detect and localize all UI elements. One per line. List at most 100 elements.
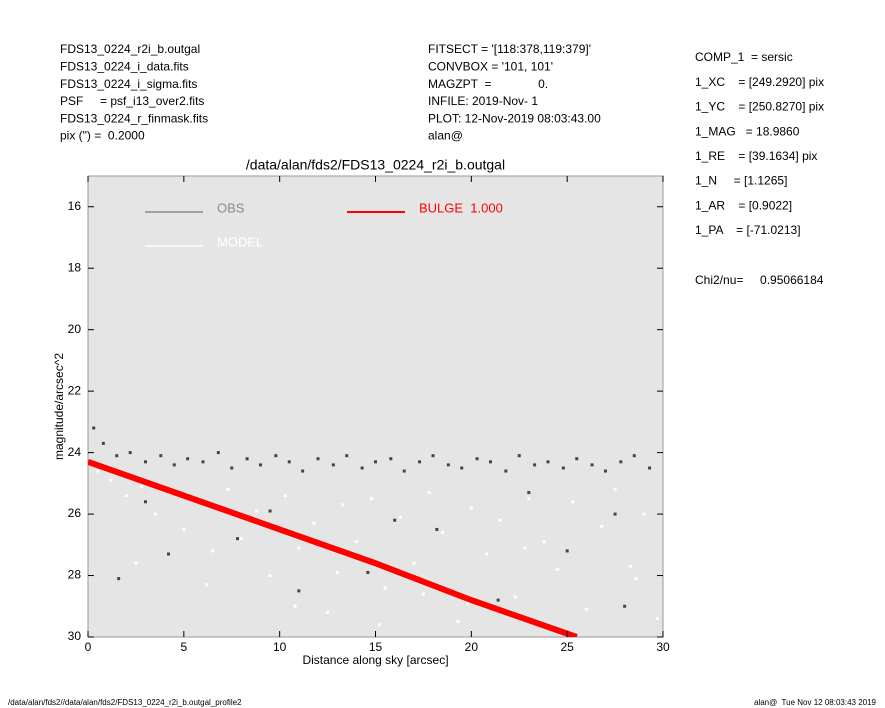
header-line: PSF = psf_i13_over2.fits bbox=[60, 94, 204, 108]
fit-param: 1_AR = [0.9022] bbox=[695, 198, 792, 212]
x-tick-label: 0 bbox=[85, 640, 92, 654]
point bbox=[393, 518, 397, 522]
point bbox=[418, 460, 422, 464]
point bbox=[134, 561, 138, 565]
point bbox=[575, 457, 579, 461]
point bbox=[335, 570, 339, 574]
chi2: Chi2/nu= 0.95066184 bbox=[695, 273, 824, 287]
point bbox=[619, 460, 623, 464]
point bbox=[345, 454, 349, 458]
point bbox=[628, 564, 632, 568]
point bbox=[632, 454, 636, 458]
point bbox=[600, 524, 604, 528]
point bbox=[533, 463, 537, 467]
header-line: FITSECT = '[118:378,119:379]' bbox=[428, 42, 591, 56]
y-axis-label: magnitude/arcsec^2 bbox=[52, 353, 66, 460]
point bbox=[109, 478, 113, 482]
x-tick-label: 25 bbox=[560, 640, 574, 654]
y-tick-label: 20 bbox=[68, 322, 82, 336]
point bbox=[144, 500, 147, 504]
point bbox=[370, 497, 374, 501]
y-tick-label: 22 bbox=[68, 383, 82, 397]
point bbox=[634, 577, 638, 581]
point bbox=[527, 497, 531, 501]
point bbox=[456, 620, 460, 624]
fit-param: 1_YC = [250.8270] pix bbox=[695, 100, 824, 114]
fit-param: 1_XC = [249.2920] pix bbox=[695, 75, 824, 89]
point bbox=[255, 509, 259, 513]
point bbox=[312, 521, 316, 525]
y-tick-label: 16 bbox=[68, 199, 82, 213]
point bbox=[124, 494, 128, 498]
point bbox=[466, 601, 469, 605]
point bbox=[469, 506, 473, 510]
point bbox=[402, 469, 406, 473]
point bbox=[421, 592, 425, 596]
header-line: FDS13_0224_r_finmask.fits bbox=[60, 111, 208, 125]
x-tick-label: 15 bbox=[369, 640, 383, 654]
point bbox=[460, 466, 464, 470]
point bbox=[301, 469, 305, 473]
model-line bbox=[88, 458, 578, 637]
header-line: FDS13_0224_r2i_b.outgal bbox=[60, 42, 200, 56]
point bbox=[517, 454, 521, 458]
point bbox=[523, 546, 527, 550]
point bbox=[115, 454, 119, 458]
point bbox=[655, 617, 659, 621]
point bbox=[182, 527, 186, 531]
footer-right: alan@ Tue Nov 12 08:03:43 2019 bbox=[754, 698, 877, 707]
point bbox=[354, 540, 358, 544]
plot-area bbox=[87, 175, 664, 638]
point bbox=[211, 549, 215, 553]
point bbox=[216, 451, 220, 455]
x-tick-label: 30 bbox=[656, 640, 670, 654]
point bbox=[546, 460, 550, 464]
point bbox=[489, 460, 492, 464]
point bbox=[613, 512, 617, 516]
fit-param: 1_PA = [-71.0213] bbox=[695, 223, 801, 237]
point bbox=[565, 549, 569, 553]
point bbox=[648, 466, 652, 470]
point bbox=[475, 457, 479, 461]
y-tick-label: 26 bbox=[68, 506, 82, 520]
point bbox=[297, 546, 301, 550]
header-line: pix (") = 0.2000 bbox=[60, 129, 145, 143]
point bbox=[101, 441, 105, 445]
header-line: alan@ bbox=[428, 129, 463, 143]
point bbox=[446, 463, 450, 467]
point bbox=[431, 454, 435, 458]
x-tick-label: 5 bbox=[180, 640, 187, 654]
y-tick-label: 18 bbox=[68, 260, 82, 274]
point bbox=[613, 487, 617, 491]
point bbox=[389, 457, 393, 461]
header-line: PLOT: 12-Nov-2019 08:03:43.00 bbox=[428, 111, 601, 125]
point bbox=[268, 509, 272, 513]
point bbox=[504, 469, 508, 473]
legend-label: MODEL bbox=[217, 234, 263, 249]
point bbox=[172, 463, 176, 467]
point bbox=[167, 552, 170, 556]
header-line: INFILE: 2019-Nov- 1 bbox=[428, 94, 538, 108]
point bbox=[360, 466, 364, 470]
point bbox=[230, 466, 234, 470]
point bbox=[556, 567, 560, 571]
y-tick-label: 24 bbox=[68, 445, 82, 459]
point bbox=[485, 552, 489, 556]
point bbox=[331, 463, 335, 467]
point bbox=[186, 457, 190, 461]
fit-param: 1_RE = [39.1634] pix bbox=[695, 149, 817, 163]
point bbox=[140, 484, 144, 488]
point bbox=[239, 537, 243, 541]
point bbox=[398, 515, 402, 519]
point bbox=[584, 607, 588, 611]
point bbox=[427, 491, 431, 495]
y-tick-label: 28 bbox=[68, 568, 82, 582]
point bbox=[274, 454, 278, 458]
point bbox=[513, 595, 517, 599]
chart-title: /data/alan/fds2/FDS13_0224_r2i_b.outgal bbox=[246, 157, 505, 173]
point bbox=[326, 610, 330, 614]
point bbox=[561, 466, 565, 470]
header-line: MAGZPT = 0. bbox=[428, 77, 548, 91]
point bbox=[268, 574, 272, 578]
